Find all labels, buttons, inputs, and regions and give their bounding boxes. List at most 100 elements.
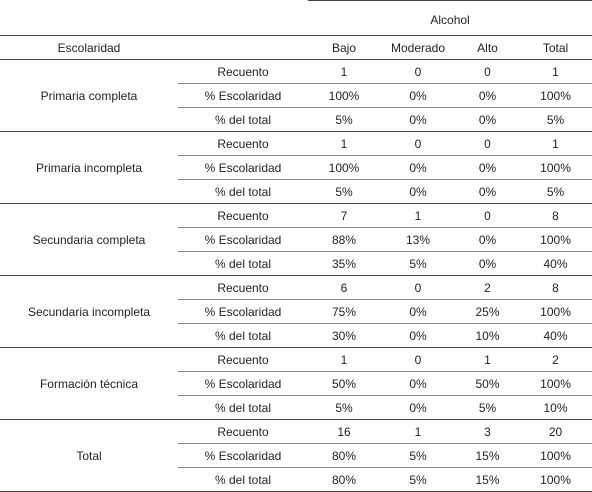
value-cell: 2 xyxy=(519,347,592,372)
table-row: % del total 30% 0% 10% 40% xyxy=(0,323,592,348)
table-row: % Escolaridad 88% 13% 0% 100% xyxy=(0,227,592,252)
value-cell: 0% xyxy=(380,371,456,396)
value-cell: 0% xyxy=(380,107,456,132)
value-cell: 20 xyxy=(519,419,592,444)
value-cell: 40% xyxy=(519,251,592,276)
table-row: % Escolaridad 100% 0% 0% 100% xyxy=(0,83,592,108)
row-label-cell: % Escolaridad xyxy=(178,371,308,396)
value-cell: 5% xyxy=(308,179,380,204)
table-row: % Escolaridad 75% 0% 25% 100% xyxy=(0,299,592,324)
row-label-cell: % Escolaridad xyxy=(178,83,308,108)
row-label-cell: Recuento xyxy=(178,131,308,156)
value-cell: 75% xyxy=(308,299,380,324)
value-cell: 0% xyxy=(456,179,519,204)
value-cell: 0% xyxy=(456,107,519,132)
value-cell: 6 xyxy=(308,275,380,300)
row-label-cell: Recuento xyxy=(178,203,308,228)
row-label-cell: % del total xyxy=(178,251,308,276)
value-cell: 0 xyxy=(456,203,519,228)
value-cell: 50% xyxy=(456,371,519,396)
value-cell: 1 xyxy=(519,131,592,156)
value-cell: 15% xyxy=(456,443,519,468)
table-row: % Escolaridad 80% 5% 15% 100% xyxy=(0,443,592,468)
table-row: % del total 5% 0% 0% 5% xyxy=(0,179,592,204)
group-name-cell: Total xyxy=(0,419,178,492)
alcohol-group-header: Alcohol xyxy=(308,0,592,36)
row-label-cell: % Escolaridad xyxy=(178,227,308,252)
value-cell: 50% xyxy=(308,371,380,396)
value-cell: 0 xyxy=(380,347,456,372)
row-label-cell: Recuento xyxy=(178,419,308,444)
value-cell: 100% xyxy=(519,155,592,180)
value-cell: 7 xyxy=(308,203,380,228)
value-cell: 13% xyxy=(380,227,456,252)
value-cell: 40% xyxy=(519,323,592,348)
table-row: % del total 5% 0% 0% 5% xyxy=(0,107,592,132)
value-cell: 80% xyxy=(308,443,380,468)
row-label-cell: Recuento xyxy=(178,59,308,84)
value-cell: 5% xyxy=(456,395,519,420)
group-name-cell: Primaria incompleta xyxy=(0,131,178,204)
row-label-cell: % del total xyxy=(178,323,308,348)
value-cell: 0 xyxy=(456,131,519,156)
value-cell: 0% xyxy=(456,83,519,108)
header-row-columns: Escolaridad Bajo Moderado Alto Total xyxy=(0,35,592,60)
column-header-bajo: Bajo xyxy=(308,35,380,60)
value-cell: 0 xyxy=(456,59,519,84)
value-cell: 1 xyxy=(456,347,519,372)
value-cell: 5% xyxy=(308,107,380,132)
group-name-cell: Formación técnica xyxy=(0,347,178,420)
value-cell: 30% xyxy=(308,323,380,348)
value-cell: 1 xyxy=(380,203,456,228)
value-cell: 25% xyxy=(456,299,519,324)
row-label-cell: % Escolaridad xyxy=(178,443,308,468)
value-cell: 88% xyxy=(308,227,380,252)
value-cell: 1 xyxy=(519,59,592,84)
row-label-cell: % del total xyxy=(178,107,308,132)
table-row: Secundaria completa Recuento 7 1 0 8 xyxy=(0,203,592,276)
row-label-cell: % Escolaridad xyxy=(178,299,308,324)
value-cell: 16 xyxy=(308,419,380,444)
value-cell: 0% xyxy=(380,323,456,348)
column-header-moderado: Moderado xyxy=(380,35,456,60)
value-cell: 0% xyxy=(380,299,456,324)
value-cell: 5% xyxy=(380,443,456,468)
header-empty-cell xyxy=(178,1,308,36)
value-cell: 100% xyxy=(519,371,592,396)
row-label-cell: % del total xyxy=(178,179,308,204)
value-cell: 10% xyxy=(456,323,519,348)
column-header-alto: Alto xyxy=(456,35,519,60)
value-cell: 0 xyxy=(380,131,456,156)
group-name-cell: Secundaria incompleta xyxy=(0,275,178,348)
value-cell: 100% xyxy=(519,443,592,468)
table-row: % del total 35% 5% 0% 40% xyxy=(0,251,592,276)
value-cell: 0% xyxy=(380,179,456,204)
table-row: Primaria incompleta Recuento 1 0 0 1 xyxy=(0,131,592,204)
group-name-cell: Secundaria completa xyxy=(0,203,178,276)
table-row: Primaria completa Recuento 1 0 0 1 xyxy=(0,59,592,132)
value-cell: 0% xyxy=(380,155,456,180)
value-cell: 100% xyxy=(519,83,592,108)
value-cell: 1 xyxy=(308,131,380,156)
value-cell: 35% xyxy=(308,251,380,276)
value-cell: 0 xyxy=(380,59,456,84)
value-cell: 0 xyxy=(380,275,456,300)
value-cell: 2 xyxy=(456,275,519,300)
row-label-cell: % Escolaridad xyxy=(178,155,308,180)
value-cell: 0% xyxy=(456,155,519,180)
value-cell: 5% xyxy=(308,395,380,420)
value-cell: 100% xyxy=(308,83,380,108)
escolaridad-header: Escolaridad xyxy=(0,35,178,60)
value-cell: 1 xyxy=(380,419,456,444)
value-cell: 1 xyxy=(308,59,380,84)
table-row: Formación técnica Recuento 1 0 1 2 xyxy=(0,347,592,420)
column-header-total: Total xyxy=(519,35,592,60)
value-cell: 100% xyxy=(519,299,592,324)
table-row: % Escolaridad 50% 0% 50% 100% xyxy=(0,371,592,396)
table-row: % del total 5% 0% 5% 10% xyxy=(0,395,592,420)
value-cell: 5% xyxy=(519,107,592,132)
row-label-cell: % del total xyxy=(178,395,308,420)
value-cell: 100% xyxy=(308,155,380,180)
